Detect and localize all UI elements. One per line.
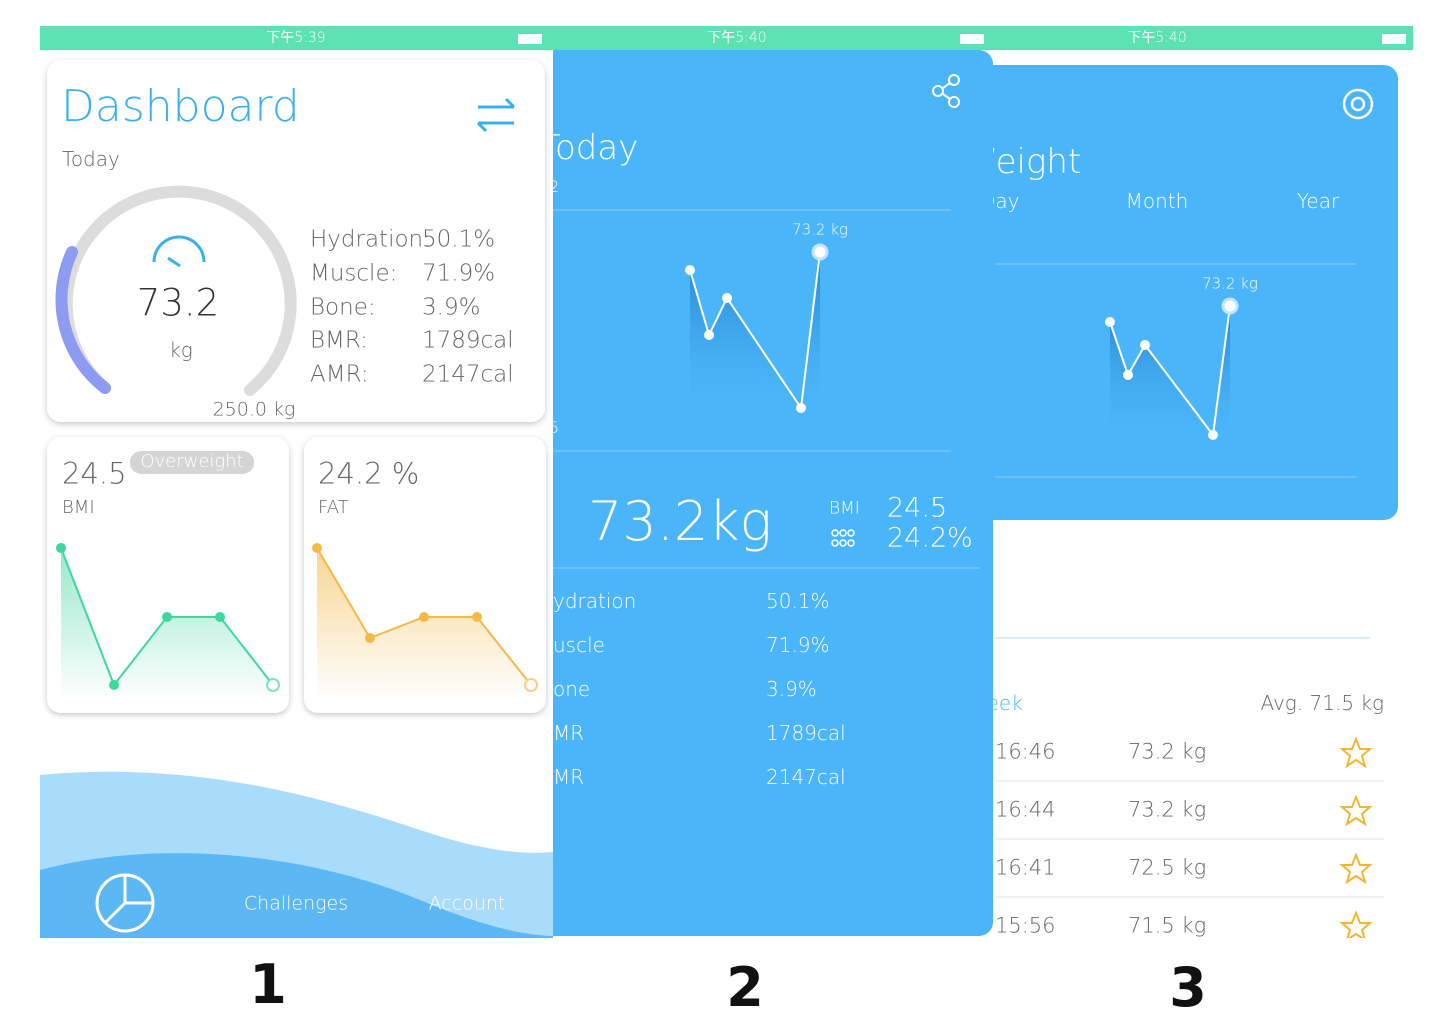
- record-weight: 72.5 kg: [1128, 855, 1207, 880]
- card: [905, 65, 1398, 520]
- tab[interactable]: Year: [1296, 189, 1340, 213]
- metric-value: 3.9%: [422, 294, 481, 321]
- metric-label: AMR:: [310, 361, 369, 388]
- points: [56, 543, 280, 692]
- metric-value: 3.9%: [766, 677, 817, 701]
- stats-icon[interactable]: [95, 873, 155, 933]
- row-dividers: [995, 780, 1384, 898]
- point-label: 73.2 kg: [1202, 274, 1258, 293]
- metric-value: 71.9%: [422, 260, 496, 287]
- weight: 73.2kg: [588, 490, 772, 553]
- area: [317, 548, 531, 700]
- clip-cover: [900, 938, 1420, 958]
- record-weight: 73.2 kg: [1128, 797, 1207, 822]
- record-weight: 73.2 kg: [1128, 739, 1207, 764]
- fat: 24.2%: [887, 522, 973, 554]
- bmi: 24.5: [887, 492, 948, 524]
- target-icon: [1342, 88, 1374, 120]
- date-fragment: 2: [549, 177, 560, 196]
- fat-label: FAT: [318, 497, 349, 518]
- metric-value: 50.1%: [766, 589, 830, 613]
- average: Avg. 71.5 kg: [1260, 691, 1384, 715]
- bmi-label: BMI: [62, 497, 95, 518]
- caption: 3: [1169, 956, 1207, 1019]
- title: Today: [540, 128, 639, 168]
- weight: 73.2: [136, 281, 220, 325]
- metric-value: 1789cal: [422, 327, 514, 354]
- battery: [960, 34, 984, 44]
- metric-value: 50.1%: [422, 226, 496, 253]
- fat-icon: [831, 529, 855, 547]
- subtitle: Today: [62, 147, 120, 171]
- gauge-icon: [167, 256, 181, 268]
- title: Dashboard: [61, 81, 300, 132]
- point-label: 73.2 kg: [792, 220, 848, 239]
- bmi-value: 24.5: [62, 456, 127, 491]
- axis-fragment: 5: [549, 418, 560, 437]
- tab[interactable]: Month: [1125, 189, 1189, 213]
- points: [312, 543, 538, 692]
- card: [483, 50, 993, 936]
- wave: [40, 853, 553, 938]
- record-time: 16:46: [995, 739, 1056, 764]
- star-icons: [1339, 736, 1373, 943]
- max: 250.0 kg: [212, 398, 296, 421]
- caption: 1: [249, 953, 287, 1016]
- area: [1110, 306, 1230, 435]
- switch-icon[interactable]: [476, 97, 516, 133]
- nav-item[interactable]: Challenges: [243, 892, 349, 915]
- dashboard-card: [47, 60, 545, 422]
- bmi-label: BMI: [829, 498, 860, 519]
- record-weight: 71.5 kg: [1128, 913, 1207, 938]
- metric-label: Hydration:: [310, 226, 431, 253]
- status-time: 下午5:40: [1127, 30, 1187, 46]
- badge: [130, 451, 254, 474]
- record-time: 16:44: [995, 797, 1056, 822]
- metric-value: 71.9%: [766, 633, 830, 657]
- area: [690, 252, 820, 408]
- metric-label: MR: [553, 765, 585, 789]
- metric-label: Muscle:: [310, 260, 398, 287]
- status-bar: [483, 26, 995, 50]
- metric-value: 2147cal: [422, 361, 514, 388]
- record-time: 15:56: [995, 913, 1056, 938]
- record-time: 16:41: [995, 855, 1056, 880]
- gauge-icon: [152, 235, 206, 263]
- nav-item[interactable]: Account: [428, 892, 506, 915]
- share-icon: [932, 74, 960, 108]
- gauge-fill: [55, 246, 111, 394]
- area: [61, 548, 273, 700]
- status-bar: [40, 26, 553, 50]
- status-time: 下午5:39: [266, 30, 326, 46]
- points: [685, 243, 829, 413]
- metric-label: MR: [553, 721, 585, 745]
- metric-label: BMR:: [310, 327, 368, 354]
- dividers: [553, 209, 980, 569]
- metric-value: 1789cal: [766, 721, 846, 745]
- caption: 2: [726, 956, 764, 1019]
- metric-label: ydration: [553, 589, 637, 613]
- fat-value: 24.2 %: [318, 456, 420, 491]
- unit: kg: [169, 338, 193, 362]
- battery: [1382, 34, 1406, 44]
- metric-value: 2147cal: [766, 765, 846, 789]
- points: [1105, 297, 1239, 440]
- metric-label: uscle: [553, 633, 605, 657]
- badge: Overweight: [140, 451, 244, 472]
- status-time: 下午5:40: [707, 30, 767, 46]
- target-icon: [1350, 96, 1366, 112]
- battery: [518, 34, 542, 44]
- metric-label: one: [553, 677, 591, 701]
- metric-label: Bone:: [310, 294, 376, 321]
